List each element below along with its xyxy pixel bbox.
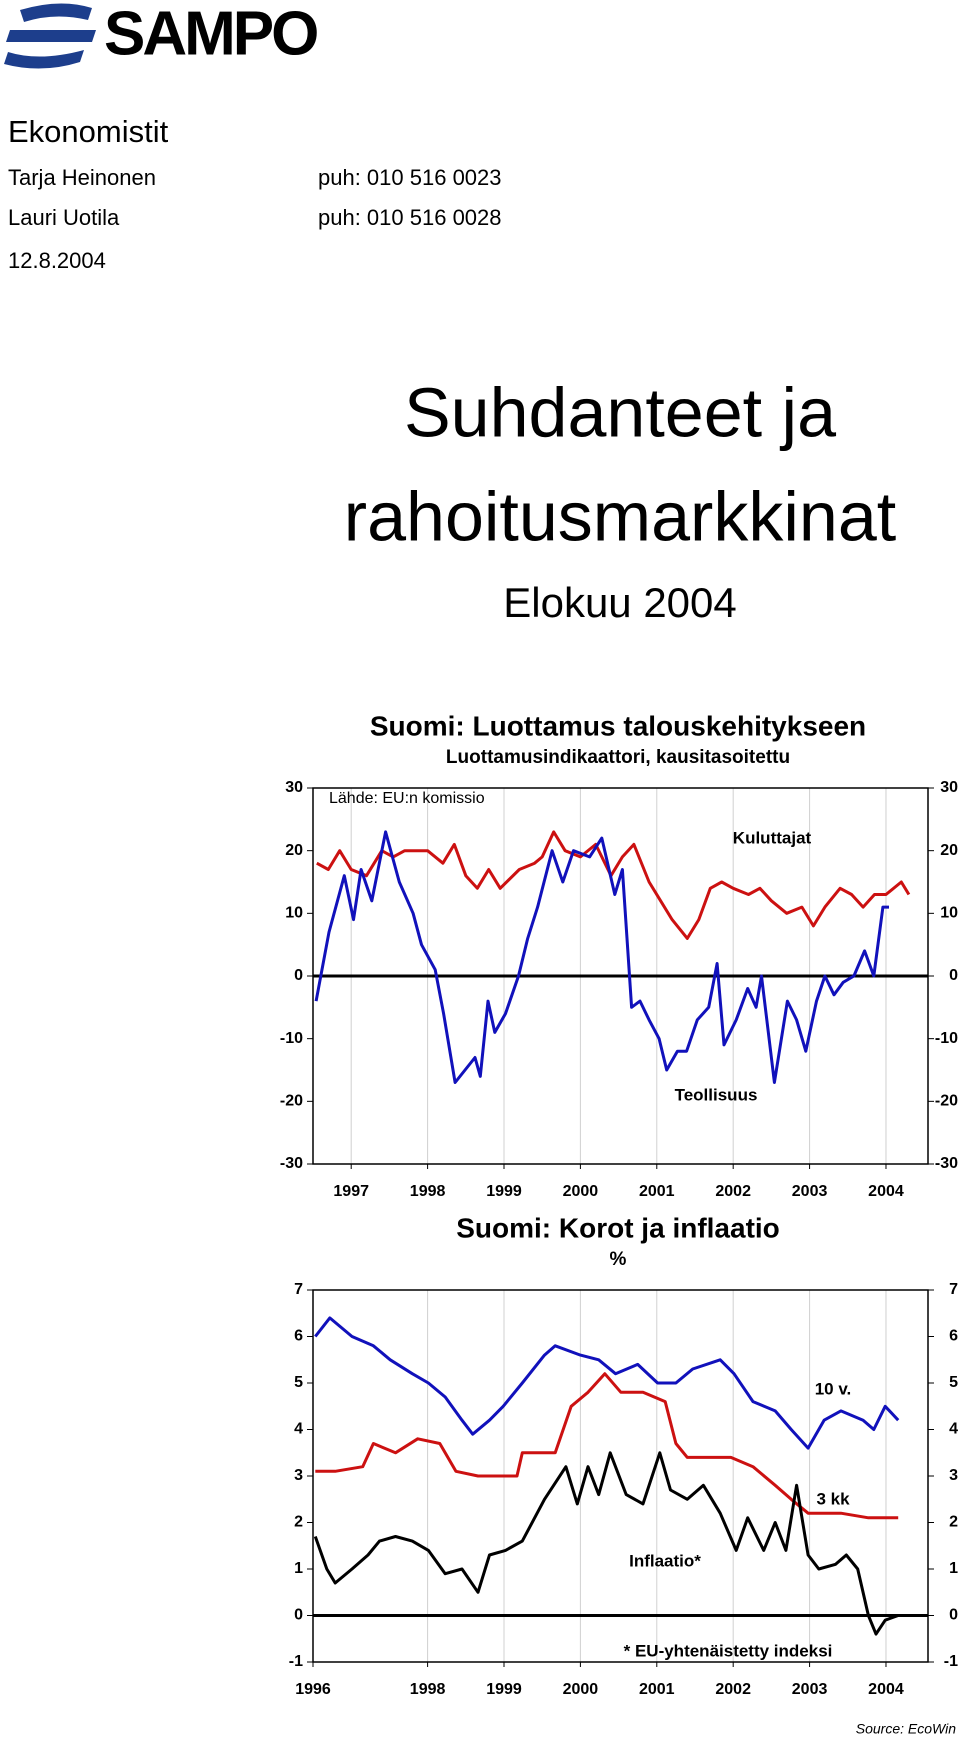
series-label: Kuluttajat	[733, 828, 812, 847]
y-tick-label: 3	[949, 1467, 958, 1484]
y-tick-label: 1	[949, 1560, 958, 1577]
y-tick-label: 5	[294, 1374, 303, 1391]
x-tick-label: 2000	[563, 1681, 599, 1698]
x-tick-label: 1998	[410, 1183, 446, 1200]
y-tick-label: -1	[289, 1653, 303, 1670]
y-tick-label: 6	[949, 1328, 958, 1345]
logo-text: SAMPO	[104, 0, 317, 68]
series-line	[315, 1372, 899, 1520]
source-note: Lähde: EU:n komissio	[329, 790, 485, 807]
chart-title: Suomi: Korot ja inflaatio	[456, 1212, 780, 1243]
y-tick-label: -30	[935, 1155, 958, 1172]
doc-title: rahoitusmarkkinat	[344, 477, 896, 555]
x-tick-label: 2004	[868, 1681, 904, 1698]
x-tick-label: 2001	[639, 1681, 675, 1698]
x-tick-label: 1997	[333, 1183, 369, 1200]
footnote: * EU-yhtenäistetty indeksi	[624, 1641, 833, 1660]
doc-title: Suhdanteet ja	[404, 373, 836, 451]
series-line	[316, 830, 911, 940]
series-label: Teollisuus	[675, 1085, 758, 1104]
series-line	[314, 830, 889, 1084]
y-tick-label: -10	[935, 1030, 958, 1047]
x-tick-label: 2003	[792, 1681, 828, 1698]
date: 12.8.2004	[8, 248, 106, 273]
x-tick-label: 2004	[868, 1183, 904, 1200]
y-tick-label: 1	[294, 1560, 303, 1577]
y-tick-label: 2	[294, 1514, 303, 1531]
x-tick-label: 1999	[486, 1681, 522, 1698]
section-title: Ekonomistit	[8, 114, 169, 149]
x-tick-label: 1998	[410, 1681, 446, 1698]
y-tick-label: 10	[285, 905, 303, 922]
y-tick-label: 3	[294, 1467, 303, 1484]
chart-title: Suomi: Luottamus talouskehitykseen	[370, 710, 866, 741]
y-tick-label: 10	[940, 905, 958, 922]
y-tick-label: 2	[949, 1514, 958, 1531]
contact-name: Tarja Heinonen	[8, 165, 156, 190]
y-tick-label: 5	[949, 1374, 958, 1391]
y-tick-label: -1	[944, 1653, 958, 1670]
y-tick-label: -20	[280, 1093, 303, 1110]
contact-name: Lauri Uotila	[8, 205, 120, 230]
x-tick-label: 2002	[715, 1681, 751, 1698]
y-tick-label: 0	[949, 1607, 958, 1624]
contact-phone: puh: 010 516 0028	[318, 205, 502, 230]
y-tick-label: 4	[949, 1421, 958, 1438]
contact-phone: puh: 010 516 0023	[318, 165, 502, 190]
x-tick-label: 2001	[639, 1183, 675, 1200]
y-tick-label: 20	[285, 842, 303, 859]
y-tick-label: 30	[940, 779, 958, 796]
y-tick-label: 7	[294, 1281, 303, 1298]
series-line	[314, 1316, 900, 1450]
y-tick-label: -10	[280, 1030, 303, 1047]
series-label: 10 v.	[815, 1379, 852, 1398]
y-tick-label: 30	[285, 779, 303, 796]
x-tick-label: 2002	[715, 1183, 751, 1200]
doc-subtitle: Elokuu 2004	[503, 579, 737, 626]
y-tick-label: 6	[294, 1328, 303, 1345]
source-note: Source: EcoWin	[856, 1721, 956, 1737]
logo-mark	[4, 3, 96, 69]
x-tick-label: 1999	[486, 1183, 522, 1200]
chart-subtitle: %	[610, 1249, 627, 1270]
y-tick-label: 4	[294, 1421, 303, 1438]
x-tick-label: 2003	[792, 1183, 828, 1200]
y-tick-label: -20	[935, 1093, 958, 1110]
y-tick-label: 20	[940, 842, 958, 859]
series-label: Inflaatio*	[629, 1551, 701, 1570]
y-tick-label: 7	[949, 1281, 958, 1298]
series-line	[313, 1451, 899, 1636]
x-tick-label: 1996	[295, 1681, 331, 1698]
series-label: 3 kk	[816, 1489, 850, 1508]
chart-subtitle: Luottamusindikaattori, kausitasoitettu	[446, 747, 790, 768]
y-tick-label: 0	[294, 967, 303, 984]
y-tick-label: 0	[949, 967, 958, 984]
y-tick-label: 0	[294, 1607, 303, 1624]
y-tick-label: -30	[280, 1155, 303, 1172]
x-tick-label: 2000	[563, 1183, 599, 1200]
